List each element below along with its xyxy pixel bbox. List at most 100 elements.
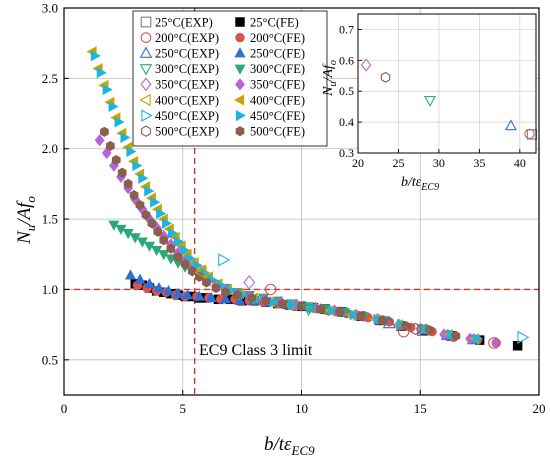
data-point	[114, 116, 125, 128]
data-point	[205, 291, 217, 303]
data-point	[173, 252, 183, 263]
data-point	[100, 126, 109, 137]
legend-marker	[139, 64, 153, 76]
legend-marker	[235, 78, 245, 91]
legend-marker	[139, 46, 153, 58]
data-point	[135, 199, 145, 211]
inset-data-point	[524, 128, 535, 139]
inset-x-tick-label: 25	[392, 156, 404, 170]
data-point	[488, 337, 500, 349]
inset-y-tick-label: 0.5	[339, 84, 354, 98]
legend-label: 300°C(FE)	[250, 62, 305, 76]
data-point	[221, 287, 230, 298]
inset-x-ticks: 20 25 30 35 40	[352, 149, 526, 170]
inset-frame	[357, 13, 537, 154]
data-point	[162, 217, 173, 229]
legend-marker	[139, 93, 151, 107]
data-point	[143, 277, 156, 288]
data-point	[179, 244, 190, 256]
data-point	[382, 316, 397, 329]
data-point	[147, 218, 157, 229]
class3-limit-annotation: EC9 Class 3 limit	[199, 342, 313, 359]
inset-y-tick-label: 0.7	[339, 22, 354, 36]
data-series	[86, 46, 530, 351]
data-point	[132, 160, 143, 172]
series-500°C(EXP)	[410, 322, 421, 335]
data-point	[185, 252, 196, 265]
legend-marker	[235, 32, 245, 43]
legend-marker	[235, 126, 245, 137]
legend-marker	[234, 64, 246, 75]
legend-box	[132, 10, 328, 147]
data-point	[94, 134, 105, 147]
legend-marker	[235, 110, 246, 122]
y-axis-label: Nu/Afo	[14, 196, 38, 245]
inset-x-axis-label: b/tεEC9	[401, 175, 439, 193]
legend-marker	[140, 77, 152, 92]
x-axis-ticks: 0 5 10 15 20	[61, 390, 546, 416]
data-point	[173, 236, 184, 248]
data-point	[211, 283, 221, 294]
data-point	[138, 172, 149, 184]
legend-label: 200°C(EXP)	[155, 31, 219, 45]
inset-x-tick-label: 35	[473, 156, 485, 170]
legend-marker	[140, 16, 152, 28]
data-point	[425, 325, 435, 336]
data-point	[397, 325, 410, 338]
y-tick-label: 2.5	[42, 71, 58, 86]
data-point	[167, 227, 179, 239]
series-25°C(EXP)	[416, 324, 429, 337]
data-point	[473, 333, 484, 345]
inset-x-tick-label: 40	[514, 156, 526, 170]
series-450°C(EXP)	[218, 253, 530, 344]
data-point	[194, 265, 207, 280]
data-point	[156, 207, 167, 220]
y-tick-label: 2.0	[42, 141, 58, 156]
legend-label: 400°C(FE)	[250, 93, 305, 107]
data-point	[187, 266, 197, 277]
legend-marker	[140, 32, 152, 43]
data-point	[243, 275, 256, 290]
data-point	[195, 271, 204, 282]
data-point	[316, 304, 325, 315]
y-tick-label: 3.0	[42, 1, 58, 16]
data-point	[181, 289, 194, 300]
data-point	[120, 131, 131, 144]
data-point	[166, 243, 176, 254]
data-point	[410, 322, 421, 335]
x-tick-label: 10	[295, 401, 308, 416]
y-tick-label: 1.5	[42, 212, 58, 227]
legend-label: 350°C(FE)	[250, 78, 305, 92]
legend-marker	[141, 125, 151, 137]
data-point	[287, 299, 298, 311]
data-point	[150, 196, 161, 208]
data-point	[335, 306, 344, 318]
inset-data-point	[380, 71, 391, 83]
data-point	[233, 290, 242, 301]
series-400°C(EXP)	[194, 265, 207, 280]
data-point	[517, 330, 530, 344]
series-450°C(FE)	[90, 50, 484, 345]
data-point	[180, 259, 190, 270]
legend-label: 200°C(FE)	[250, 31, 305, 45]
data-point	[278, 298, 287, 309]
data-point	[153, 282, 165, 293]
legend: 25°C(EXP) 200°C(EXP) 250°C(EXP)300°C(EXP) 3…	[132, 10, 328, 147]
data-point	[301, 304, 316, 317]
data-point	[247, 292, 256, 303]
series-300°C(EXP)	[301, 304, 316, 317]
data-point	[141, 209, 151, 220]
inset-y-ticks: 0.3 0.4 0.5 0.6 0.7	[339, 22, 362, 160]
inset-y-tick-label: 0.4	[339, 115, 354, 129]
data-point	[202, 277, 211, 288]
y-tick-label: 0.5	[42, 352, 58, 367]
legend-marker	[141, 109, 153, 122]
x-axis-label: b/tεEC9	[264, 434, 315, 458]
data-point	[105, 140, 115, 151]
inset-chart: 20 25 30 35 40 0.3 0.4 0.5 0.6 0.7 b/tεEC9 Nu/Af…	[321, 13, 538, 193]
data-point	[377, 315, 387, 326]
data-point	[129, 190, 139, 201]
data-point	[123, 178, 133, 189]
data-point	[126, 145, 137, 158]
data-point	[124, 269, 137, 280]
